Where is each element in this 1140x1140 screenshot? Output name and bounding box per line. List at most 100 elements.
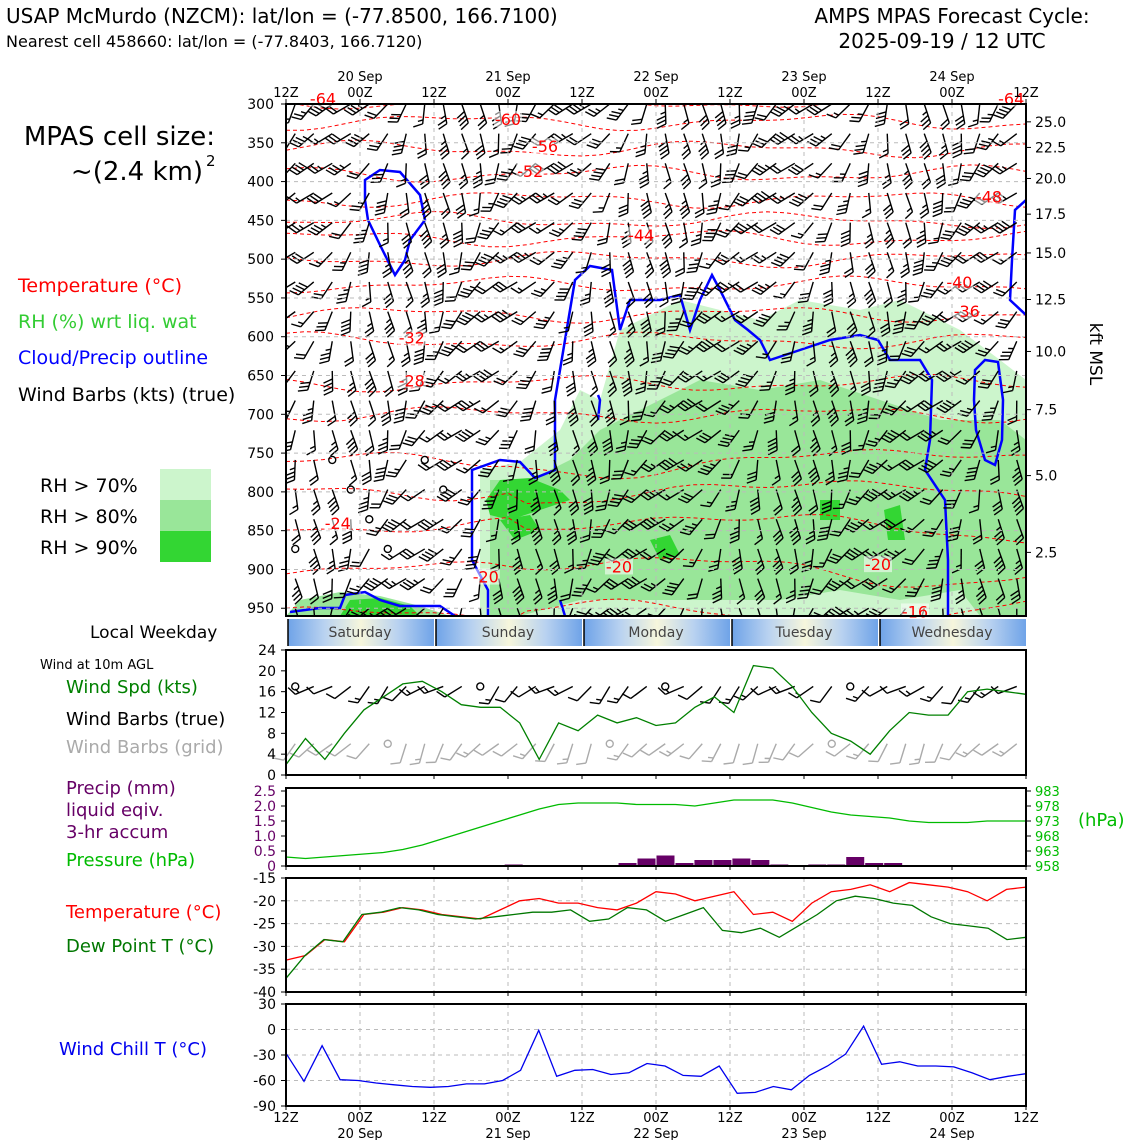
barb-staff — [686, 685, 703, 700]
barb-staff — [976, 104, 981, 124]
wind-barb — [396, 163, 407, 188]
barb-half — [404, 259, 410, 264]
barb-full — [380, 411, 390, 419]
barb-staff — [664, 104, 667, 125]
calm-circle — [827, 739, 836, 748]
barb-staff — [609, 252, 612, 273]
wind-barb — [613, 163, 629, 186]
barb-full — [583, 504, 593, 511]
wind-barb — [694, 192, 705, 219]
wind-barb — [698, 163, 708, 190]
barb-full — [537, 319, 548, 323]
barb-half — [595, 108, 601, 113]
wind-barb — [402, 429, 426, 447]
barb-full — [385, 300, 394, 309]
bottom-time-label: 12Z — [569, 1111, 595, 1126]
temperature-contour-label: -56 — [532, 137, 558, 156]
wind-barb — [402, 252, 414, 279]
barb-full — [402, 442, 413, 447]
barb-full — [559, 597, 570, 602]
barb-full — [291, 166, 301, 173]
wind-barb — [291, 519, 302, 546]
wind-barbs-grid-legend: Wind Barbs (grid) — [66, 737, 224, 758]
barb-staff — [500, 251, 518, 264]
barb-full — [333, 265, 344, 268]
barb-full — [593, 532, 603, 535]
bottom-time-label: 12Z — [1013, 1111, 1039, 1126]
barb-staff — [314, 192, 333, 205]
wind-barb-grid — [773, 743, 796, 761]
barb-full — [476, 342, 486, 350]
barb-full — [464, 428, 474, 436]
wind-barb — [344, 133, 370, 148]
barb-full — [441, 349, 452, 354]
wind-barb — [916, 222, 927, 248]
barb-full — [443, 322, 454, 326]
wind-barb — [464, 548, 481, 570]
barb-half — [479, 114, 485, 120]
barb-full — [365, 352, 374, 360]
barb-full — [580, 297, 590, 302]
wind-barb — [349, 548, 370, 568]
wind-barb — [530, 104, 555, 119]
barb-full — [477, 236, 488, 240]
barb-half — [281, 284, 285, 289]
calm-circle — [383, 739, 392, 748]
bottom-time-label: 00Z — [495, 1111, 521, 1126]
barb-staff — [646, 252, 655, 272]
barb-staff — [778, 104, 796, 117]
bottom-date-label: 20 Sep — [337, 1127, 382, 1140]
barb-full — [535, 192, 545, 200]
barb-full — [551, 229, 562, 235]
barb-full — [291, 323, 301, 328]
barb-full — [495, 413, 506, 418]
barb-full — [464, 261, 475, 264]
barb-half — [764, 164, 771, 169]
barb-full — [357, 271, 368, 276]
barb-half — [320, 224, 327, 229]
barb-full — [327, 419, 337, 427]
wind-barb — [754, 104, 777, 121]
wind-barb — [420, 281, 431, 308]
barb-full — [480, 471, 491, 475]
barb-staff — [797, 743, 814, 758]
barb-half — [588, 467, 594, 472]
barb-staff — [352, 104, 370, 116]
wind-barb — [310, 519, 322, 546]
barb-full — [491, 315, 501, 323]
wind-barb — [587, 430, 599, 457]
barb-staff — [445, 489, 463, 502]
wind-barb-true — [861, 685, 888, 697]
barb-full — [307, 110, 317, 117]
barb-full — [554, 299, 565, 301]
barb-full — [366, 148, 377, 152]
barb-half — [531, 471, 538, 475]
barb-staff — [782, 743, 796, 761]
barb-full — [364, 114, 375, 120]
wind-barb — [332, 252, 352, 272]
barb-full — [538, 355, 549, 358]
barb-full — [437, 271, 447, 278]
barb-full — [529, 259, 539, 266]
wind-barb — [511, 311, 537, 326]
barb-full — [385, 497, 396, 502]
temperature-contour-label: -16 — [902, 602, 928, 621]
barb-full — [623, 263, 632, 271]
barb-half — [325, 348, 332, 351]
wind-barb — [454, 370, 481, 382]
wind-barb — [302, 400, 315, 425]
wind-barb-grid — [473, 743, 500, 756]
barb-full — [554, 104, 564, 112]
barb-full — [343, 109, 353, 116]
barb-half — [405, 689, 411, 695]
wind-barb — [456, 104, 469, 131]
barb-staff — [948, 743, 962, 761]
barb-full — [528, 479, 538, 486]
barb-full — [562, 356, 573, 362]
barb-full — [327, 496, 336, 505]
barb-full — [474, 144, 484, 152]
barb-full — [458, 402, 467, 410]
barb-full — [368, 529, 379, 533]
barb-full — [570, 474, 579, 483]
barb-staff — [631, 743, 648, 758]
